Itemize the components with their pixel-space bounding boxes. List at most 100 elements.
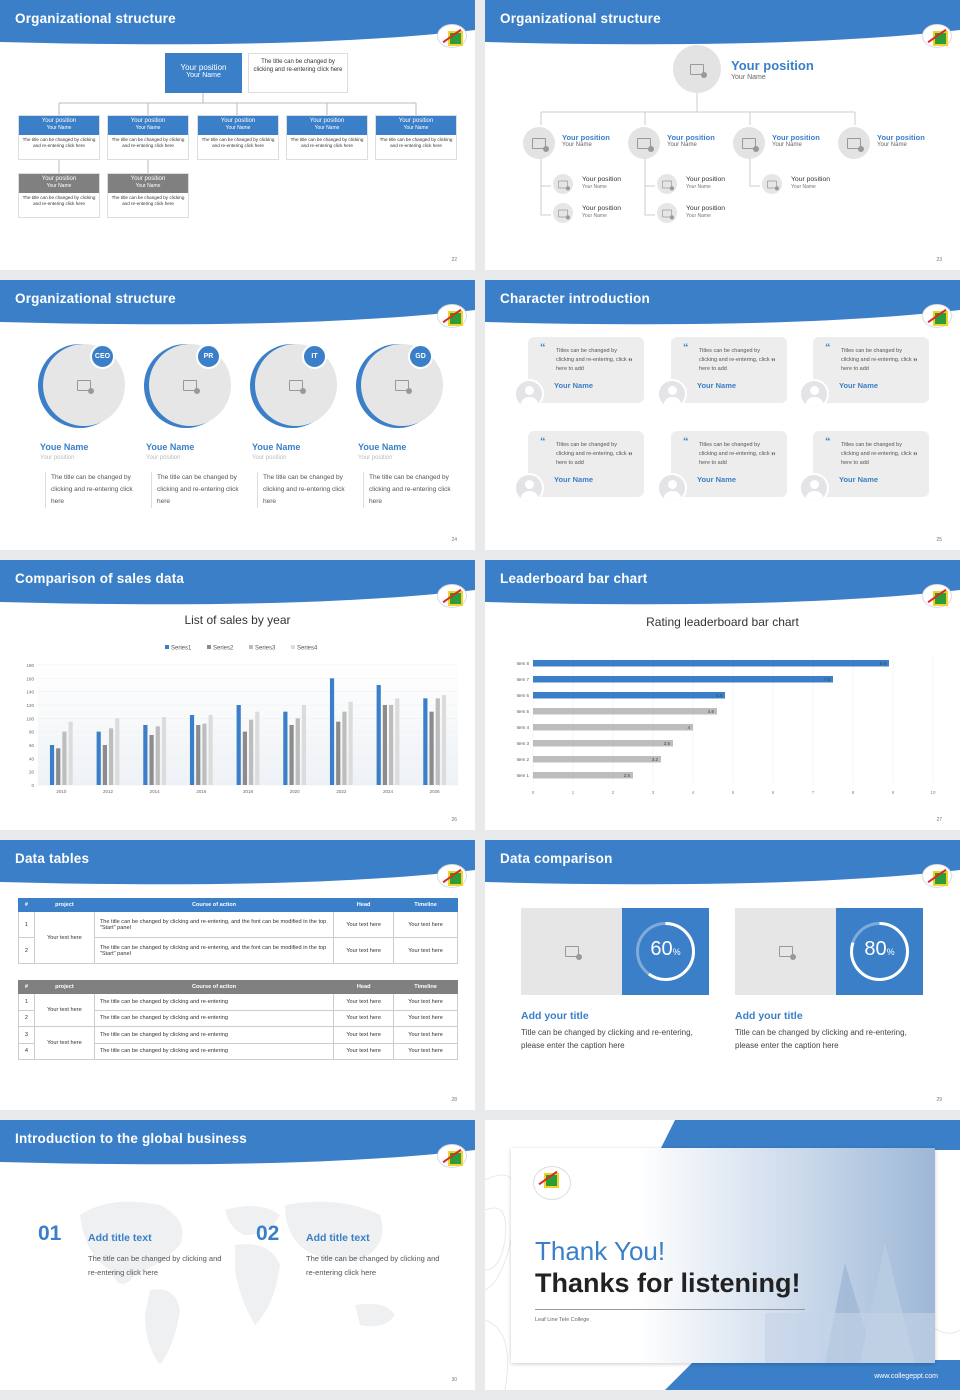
table-header-cell: Course of action bbox=[93, 898, 335, 912]
avatar-placeholder[interactable] bbox=[523, 127, 555, 159]
chart-title: List of sales by year bbox=[184, 613, 291, 627]
slide-26[interactable]: Comparison of sales data List of sales b… bbox=[0, 560, 475, 830]
quote-open-icon: “ bbox=[683, 436, 689, 448]
y-tick-label: 180 bbox=[26, 663, 34, 668]
data-label: 7.5 bbox=[824, 677, 831, 682]
college-logo-large bbox=[533, 1166, 571, 1200]
table-row[interactable]: 2 The title can be changed by clicking an… bbox=[18, 1009, 458, 1027]
table-row[interactable]: 2 The title can be changed by clicking an… bbox=[18, 937, 458, 964]
chart-bar bbox=[342, 711, 347, 785]
avatar-placeholder[interactable] bbox=[628, 127, 660, 159]
table-header-cell: # bbox=[18, 898, 35, 912]
role-badge: IT bbox=[302, 344, 327, 369]
org-box[interactable]: Your position Your Name The title can be c… bbox=[107, 115, 189, 160]
page-number: 22 bbox=[451, 257, 457, 263]
website-url[interactable]: www.collegeppt.com bbox=[874, 1373, 938, 1380]
org-box[interactable]: Your position Your Name The title can be c… bbox=[286, 115, 368, 160]
slide-29[interactable]: Data comparison 60% Add your title Title c… bbox=[485, 840, 960, 1110]
avatar-icon bbox=[799, 379, 829, 409]
character-card[interactable]: “ Titles can be changed by clicking and r… bbox=[528, 337, 644, 403]
college-logo bbox=[437, 304, 467, 328]
slide-27[interactable]: Leaderboard bar chart Rating leaderboard… bbox=[485, 560, 960, 830]
avatar-icon bbox=[514, 379, 544, 409]
chart-bar bbox=[56, 748, 61, 785]
table-row[interactable]: 3 Your text here The title can be changed … bbox=[18, 1026, 458, 1060]
member-desc: The title can be changed by clicking and… bbox=[151, 472, 239, 508]
chart-bar bbox=[189, 715, 195, 785]
slide-title: Data comparison bbox=[500, 851, 613, 866]
member-desc: The title can be changed by clicking and… bbox=[257, 472, 345, 508]
org-top-box[interactable]: Your position Your Name bbox=[165, 53, 242, 93]
table-cell: Your text here bbox=[33, 993, 95, 1027]
character-quote: Titles can be changed by clicking and re… bbox=[841, 348, 912, 372]
y-tick-label: Item 4 bbox=[516, 725, 529, 730]
character-card[interactable]: “ Titles can be changed by clicking and r… bbox=[813, 431, 929, 497]
top-position: Your position bbox=[731, 58, 814, 73]
avatar-placeholder-small[interactable] bbox=[762, 174, 782, 194]
x-tick-label: 2020 bbox=[290, 789, 301, 794]
character-card[interactable]: “ Titles can be changed by clicking and r… bbox=[671, 337, 787, 403]
node-name: Your Name bbox=[772, 142, 802, 148]
progress-ring bbox=[636, 922, 695, 981]
table-blue[interactable]: # project Course of action Head Timeline 1 You… bbox=[18, 898, 458, 964]
org-box[interactable]: Your position Your Name The title can be c… bbox=[375, 115, 457, 160]
org-box[interactable]: Your position Your Name The title can be c… bbox=[197, 115, 279, 160]
slide-24[interactable]: Organizational structure CEO Youe Name You… bbox=[0, 280, 475, 550]
org-box[interactable]: Your position Your Name The title can be c… bbox=[107, 173, 189, 218]
slide-28[interactable]: Data tables # project Course of action Head… bbox=[0, 840, 475, 1110]
image-icon bbox=[558, 209, 571, 219]
slide-22[interactable]: Organizational structure Your position Y… bbox=[0, 0, 475, 270]
slide-header bbox=[485, 840, 960, 886]
avatar-placeholder[interactable] bbox=[733, 127, 765, 159]
table-cell: Your text here bbox=[393, 1026, 458, 1044]
chart-bar bbox=[149, 735, 154, 785]
chart-bar bbox=[283, 711, 288, 785]
percent-value: 80 bbox=[864, 938, 887, 960]
sales-bar-chart[interactable]: Series1 Series2 Series3 Series4 0 20 40 60 80 100… bbox=[0, 635, 475, 815]
slide-30[interactable]: Introduction to the global business 01 Ad… bbox=[0, 1120, 475, 1390]
image-placeholder[interactable] bbox=[735, 908, 836, 995]
org-top-desc: The title can be changed by clicking and… bbox=[248, 53, 348, 93]
chart-bar bbox=[249, 719, 254, 785]
slide-23[interactable]: Organizational structure Your position Y… bbox=[485, 0, 960, 270]
avatar-placeholder-small[interactable] bbox=[657, 203, 677, 223]
slide-25[interactable]: Character introduction “ Titles can be ch… bbox=[485, 280, 960, 550]
avatar-placeholder-small[interactable] bbox=[553, 174, 573, 194]
org-box-header: Your position Your Name bbox=[376, 116, 456, 135]
character-card[interactable]: “ Titles can be changed by clicking and r… bbox=[528, 431, 644, 497]
page-number: 26 bbox=[451, 817, 457, 823]
org-box[interactable]: Your position Your Name The title can be c… bbox=[18, 173, 100, 218]
character-card[interactable]: “ Titles can be changed by clicking and r… bbox=[813, 337, 929, 403]
avatar-placeholder-small[interactable] bbox=[657, 174, 677, 194]
image-icon bbox=[77, 379, 94, 394]
slide-31-thankyou[interactable]: Thank You! Thanks for listening! Leaf Li… bbox=[485, 1120, 960, 1390]
thank-you-heading: Thank You! bbox=[535, 1236, 666, 1266]
avatar-placeholder-small[interactable] bbox=[553, 203, 573, 223]
data-label: 3.2 bbox=[652, 757, 659, 762]
node-position: Your position bbox=[582, 205, 622, 212]
image-placeholder[interactable] bbox=[521, 908, 622, 995]
legend-label: Series3 bbox=[255, 646, 276, 652]
table-row[interactable]: 4 The title can be changed by clicking an… bbox=[18, 1042, 458, 1060]
top-avatar-placeholder[interactable] bbox=[673, 45, 721, 93]
table-cell: The title can be changed by clicking and… bbox=[93, 1042, 335, 1060]
table-row[interactable]: 1 Your text here The title can be changed … bbox=[18, 911, 458, 964]
college-logo bbox=[922, 864, 952, 888]
page-number: 28 bbox=[451, 1097, 457, 1103]
quote-close-icon: ” bbox=[628, 451, 633, 461]
table-gray[interactable]: # project Course of action Head Timeline 1 You… bbox=[18, 980, 458, 1060]
compare-title: Add your title bbox=[521, 1010, 589, 1022]
x-tick-label: 5 bbox=[732, 790, 735, 795]
table-row[interactable]: 1 Your text here The title can be changed … bbox=[18, 993, 458, 1027]
slide-title: Comparison of sales data bbox=[15, 571, 185, 586]
compare-desc: Title can be changed by clicking and re-… bbox=[521, 1028, 693, 1050]
character-card[interactable]: “ Titles can be changed by clicking and r… bbox=[671, 431, 787, 497]
org-name: Your Name bbox=[225, 125, 251, 131]
org-box[interactable]: Your position Your Name The title can be c… bbox=[18, 115, 100, 160]
table-cell: 2 bbox=[18, 1009, 35, 1027]
image-icon bbox=[532, 137, 549, 152]
org-name: Your Name bbox=[46, 183, 72, 189]
leaderboard-bar-chart[interactable]: 0 1 2 3 4 5 6 7 8 9 10 Item 1 2.5 Item 2 3.2 Item 3 3.5 I… bbox=[485, 650, 960, 800]
data-label: 4.6 bbox=[708, 709, 715, 714]
avatar-placeholder[interactable] bbox=[838, 127, 870, 159]
